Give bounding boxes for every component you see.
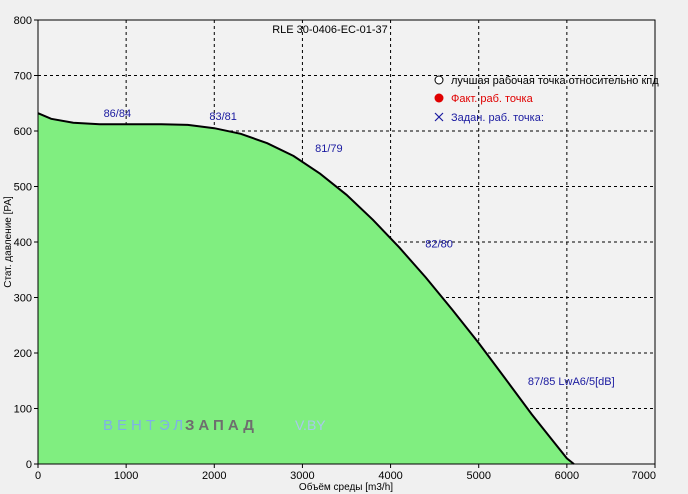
- performance-curve-line: [37, 112, 575, 465]
- x-tick-label: 3000: [290, 470, 314, 482]
- chart-title: RLE 30-0406-EC-01-37: [272, 24, 388, 36]
- legend-best-point-label: лучшая рабочая точка относительно кпд: [451, 75, 659, 87]
- y-tick-label: 0: [26, 459, 32, 471]
- legend-set-point-icon: [434, 112, 444, 122]
- legend-best-point-icon: [434, 75, 444, 85]
- y-axis-title: Стат. давление [PA]: [3, 196, 14, 288]
- watermark: ВЕНТЭЛ ЗАПАД V.BY: [103, 417, 326, 434]
- point-label: 81/79: [315, 143, 343, 155]
- watermark-part2: ЗАПАД: [185, 417, 258, 434]
- x-tick-label: 0: [35, 470, 41, 482]
- y-tick-label: 400: [14, 237, 32, 249]
- legend: лучшая рабочая точка относительно кпд Фа…: [434, 75, 659, 124]
- x-tick-label: 6000: [555, 470, 579, 482]
- x-tick-label: 1000: [114, 470, 138, 482]
- point-label: 87/85 LwA6/5[dB]: [528, 376, 615, 388]
- x-axis-ticks: 0 1000 2000 3000 4000 5000 6000 7000: [35, 464, 656, 482]
- x-tick-label: 4000: [378, 470, 402, 482]
- watermark-part3: V.BY: [295, 417, 326, 433]
- y-tick-label: 300: [14, 293, 32, 305]
- y-tick-label: 600: [14, 126, 32, 138]
- x-tick-label: 5000: [466, 470, 490, 482]
- curve-area-fill: [38, 113, 574, 464]
- legend-actual-point-icon: [434, 93, 444, 103]
- point-label: 82/80: [425, 239, 453, 251]
- x-tick-label: 7000: [632, 470, 656, 482]
- y-axis-ticks: 0 100 200 300 400 500 600 700 800: [14, 15, 38, 471]
- y-tick-label: 200: [14, 348, 32, 360]
- y-tick-label: 800: [14, 15, 32, 27]
- y-tick-label: 500: [14, 182, 32, 194]
- x-axis-title: Объём среды [m3/h]: [299, 481, 393, 493]
- x-tick-label: 2000: [202, 470, 226, 482]
- legend-set-point-label: Задан. раб. точка:: [451, 112, 544, 124]
- point-label: 83/81: [209, 111, 237, 123]
- y-tick-label: 700: [14, 71, 32, 83]
- legend-actual-point-label: Факт. раб. точка: [451, 93, 534, 105]
- point-labels: 86/84 83/81 81/79 82/80 87/85 LwA6/5[dB]: [104, 108, 615, 388]
- point-label: 86/84: [104, 108, 132, 120]
- watermark-part1: ВЕНТЭЛ: [103, 417, 187, 434]
- y-tick-label: 100: [14, 404, 32, 416]
